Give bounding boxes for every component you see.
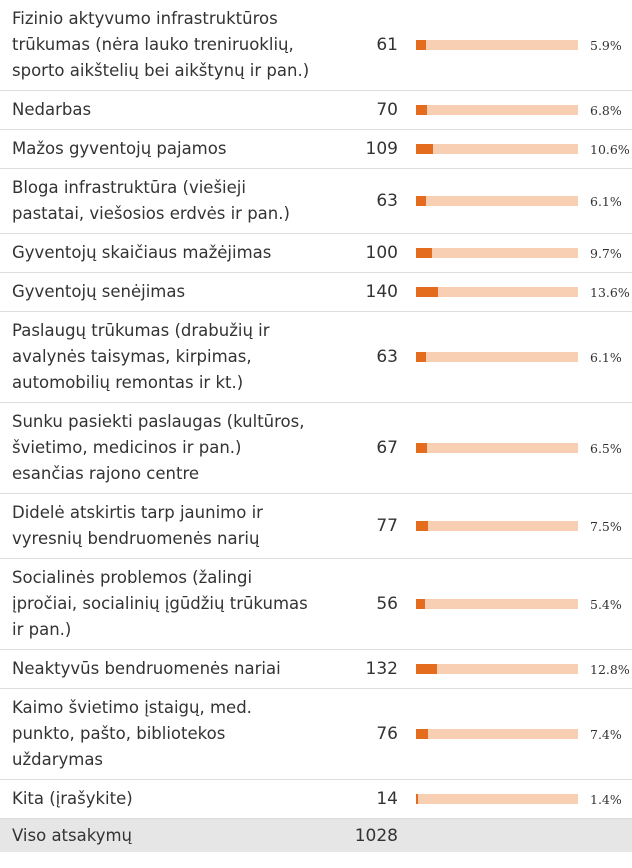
answer-label: Gyventojų skaičiaus mažėjimas [12,243,272,262]
percent-label: 6.5% [590,440,622,456]
bar-track [416,664,578,674]
answer-label: Fizinio aktyvumo infrastruktūros trūkuma… [12,9,310,80]
result-row: Kaimo švietimo įstaigų, med. punkto, paš… [0,689,632,780]
bar-track [416,599,578,609]
percent-label: 12.8% [590,661,630,677]
percent-label: 13.6% [590,284,630,300]
answer-label: Kita (įrašykite) [12,789,133,808]
bar-track [416,521,578,531]
percent-label: 1.4% [590,791,622,807]
bar [416,664,437,674]
percent-label: 7.4% [590,726,622,742]
answer-count: 14 [376,789,398,809]
answer-label: Sunku pasiekti paslaugas (kultūros, švie… [12,412,305,483]
answer-count: 67 [376,438,398,458]
answer-count: 63 [376,347,398,367]
answer-label: Gyventojų senėjimas [12,282,186,301]
bar [416,144,434,154]
percent-label: 5.4% [590,596,622,612]
answer-label: Bloga infrastruktūra (viešieji pastatai,… [12,178,290,223]
bar [416,521,429,531]
answer-count: 61 [376,35,398,55]
bar-track [416,144,578,154]
bar [416,248,432,258]
answer-count: 140 [365,282,398,302]
result-row: Nedarbas 70 6.8% [0,91,632,130]
percent-label: 5.9% [590,37,622,53]
result-row: Neaktyvūs bendruomenės nariai 132 12.8% [0,650,632,689]
answer-label: Mažos gyventojų pajamos [12,139,227,158]
percent-label: 9.7% [590,245,622,261]
bar [416,196,426,206]
answer-label: Neaktyvūs bendruomenės nariai [12,659,281,678]
bar-track [416,352,578,362]
result-row: Sunku pasiekti paslaugas (kultūros, švie… [0,403,632,494]
bar-track [416,196,578,206]
result-row: Bloga infrastruktūra (viešieji pastatai,… [0,169,632,234]
answer-label: Socialinės problemos (žalingi įpročiai, … [12,568,308,639]
result-row: Mažos gyventojų pajamos 109 10.6% [0,130,632,169]
total-count: 1028 [354,825,398,846]
bar-track [416,794,578,804]
percent-label: 6.1% [590,349,622,365]
answer-count: 77 [376,516,398,536]
answer-label: Didelė atskirtis tarp jaunimo ir vyresni… [12,503,263,548]
result-row: Gyventojų skaičiaus mažėjimas 100 9.7% [0,234,632,273]
result-row: Didelė atskirtis tarp jaunimo ir vyresni… [0,494,632,559]
percent-label: 7.5% [590,518,622,534]
percent-label: 10.6% [590,141,630,157]
bar [416,599,425,609]
bar-track [416,443,578,453]
percent-label: 6.1% [590,193,622,209]
bar-track [416,248,578,258]
result-row: Paslaugų trūkumas (drabužių ir avalynės … [0,312,632,403]
bar [416,105,428,115]
bar [416,794,419,804]
answer-count: 70 [376,100,398,120]
bar [416,352,426,362]
bar [416,443,427,453]
percent-label: 6.8% [590,102,622,118]
answer-count: 76 [376,724,398,744]
answer-count: 132 [365,659,398,679]
bar-track [416,105,578,115]
bar [416,287,439,297]
answer-label: Paslaugų trūkumas (drabužių ir avalynės … [12,321,270,392]
answer-count: 56 [376,594,398,614]
total-label: Viso atsakymų [12,825,132,845]
total-row: Viso atsakymų 1028 [0,819,632,852]
bar-track [416,729,578,739]
answer-label: Kaimo švietimo įstaigų, med. punkto, paš… [12,698,252,769]
result-row: Gyventojų senėjimas 140 13.6% [0,273,632,312]
bar-track [416,287,578,297]
result-row: Socialinės problemos (žalingi įpročiai, … [0,559,632,650]
result-row: Kita (įrašykite) 14 1.4% [0,780,632,819]
bar [416,40,426,50]
bar-track [416,40,578,50]
answer-label: Nedarbas [12,100,92,119]
result-row: Fizinio aktyvumo infrastruktūros trūkuma… [0,0,632,91]
bar [416,729,428,739]
answer-count: 63 [376,191,398,211]
answer-count: 100 [365,243,398,263]
answer-count: 109 [365,139,398,159]
